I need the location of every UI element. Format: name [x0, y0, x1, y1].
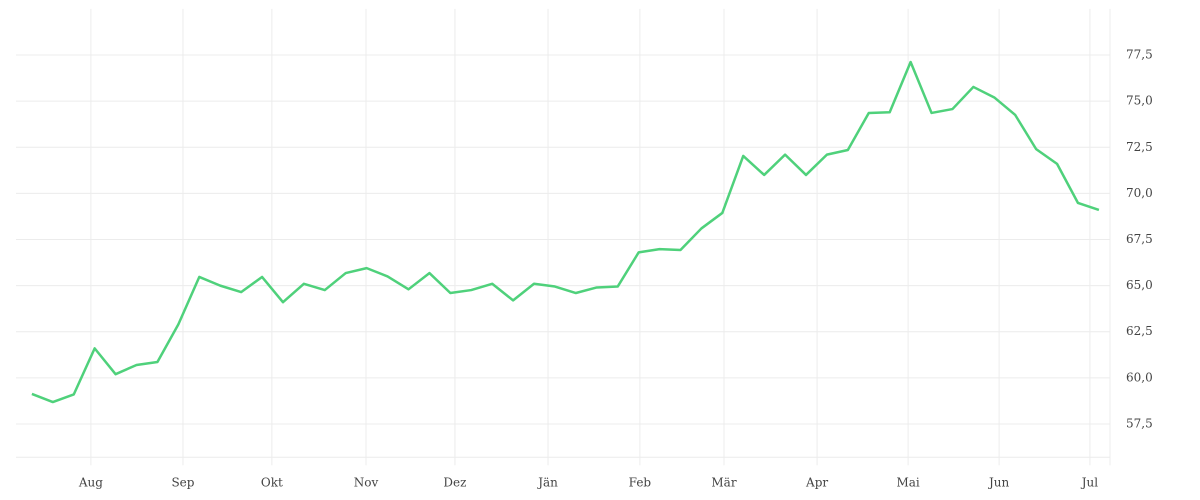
x-tick-label: Aug — [78, 476, 103, 490]
x-tick-label: Jun — [987, 476, 1010, 490]
x-tick-label: Jän — [536, 476, 558, 490]
x-tick-label: Mär — [711, 476, 736, 490]
x-tick-label: Nov — [354, 476, 379, 490]
y-tick-label: 57,5 — [1126, 416, 1153, 430]
y-tick-label: 60,0 — [1126, 370, 1153, 384]
data-line — [31, 60, 1100, 404]
y-tick-label: 62,5 — [1126, 324, 1153, 338]
x-tick-label: Sep — [171, 476, 194, 490]
x-tick-label: Apr — [805, 476, 828, 490]
y-tick-label: 72,5 — [1126, 140, 1153, 154]
x-tick-label: Mai — [896, 476, 919, 490]
y-tick-label: 67,5 — [1126, 232, 1153, 246]
x-tick-label: Okt — [261, 476, 283, 490]
y-tick-label: 65,0 — [1126, 278, 1153, 292]
y-tick-label: 77,5 — [1126, 48, 1153, 62]
x-tick-label: Jul — [1080, 476, 1099, 490]
x-tick-label: Feb — [629, 476, 652, 490]
y-tick-label: 75,0 — [1126, 94, 1153, 108]
y-tick-label: 70,0 — [1126, 186, 1153, 200]
x-tick-label: Dez — [443, 476, 466, 490]
